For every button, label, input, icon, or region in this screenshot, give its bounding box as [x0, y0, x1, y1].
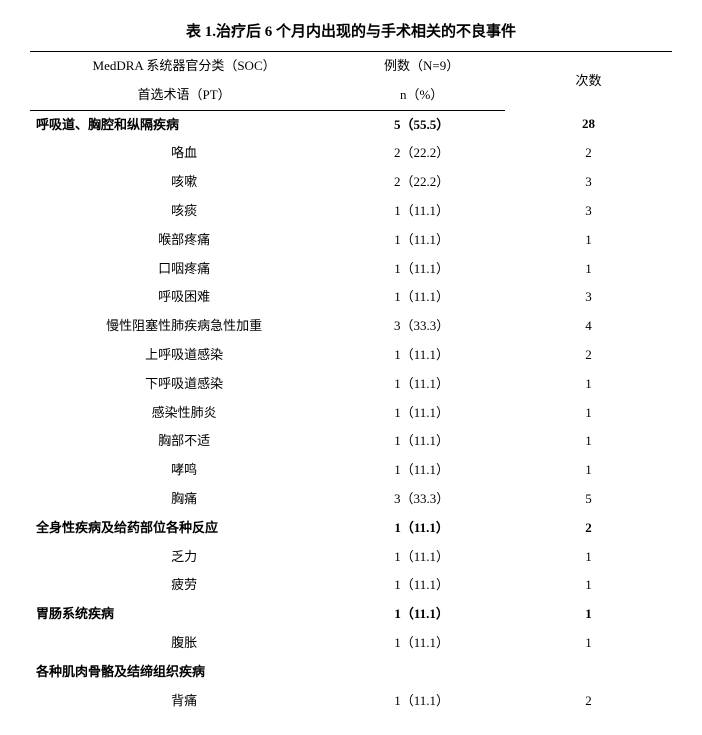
table-row: 乏力1（11.1）1: [30, 543, 672, 572]
soc-label: 呼吸道、胸腔和纵隔疾病: [30, 110, 338, 139]
n-value: 1（11.1）: [338, 456, 505, 485]
table-row: 胸痛3（33.3）5: [30, 485, 672, 514]
adverse-events-table: MedDRA 系统器官分类（SOC） 例数（N=9） 次数 首选术语（PT） n…: [30, 51, 672, 715]
table-row: 疲劳1（11.1）1: [30, 571, 672, 600]
pt-label: 乏力: [30, 543, 338, 572]
count-value: 3: [505, 283, 672, 312]
pt-label: 腹胀: [30, 629, 338, 658]
count-value: 4: [505, 312, 672, 341]
n-value: 3（33.3）: [338, 312, 505, 341]
table-row: 呼吸困难1（11.1）3: [30, 283, 672, 312]
header-count: 次数: [505, 52, 672, 111]
table-row: 下呼吸道感染1（11.1）1: [30, 370, 672, 399]
table-row: 腹胀1（11.1）1: [30, 629, 672, 658]
table-row: 咳痰1（11.1）3: [30, 197, 672, 226]
soc-label: 各种肌肉骨骼及结缔组织疾病: [30, 658, 338, 687]
count-value: 2: [505, 139, 672, 168]
table-row: 哮鸣1（11.1）1: [30, 456, 672, 485]
n-value: 1（11.1）: [338, 283, 505, 312]
n-value: 1（11.1）: [338, 399, 505, 428]
header-n-line1: 例数（N=9）: [338, 52, 505, 81]
count-value: [505, 658, 672, 687]
n-value: 1（11.1）: [338, 197, 505, 226]
pt-label: 口咽疼痛: [30, 255, 338, 284]
count-value: 1: [505, 370, 672, 399]
n-value: 1（11.1）: [338, 543, 505, 572]
n-value: 5（55.5）: [338, 110, 505, 139]
count-value: 5: [505, 485, 672, 514]
table-row: 各种肌肉骨骼及结缔组织疾病: [30, 658, 672, 687]
n-value: 1（11.1）: [338, 600, 505, 629]
count-value: 1: [505, 543, 672, 572]
n-value: 1（11.1）: [338, 571, 505, 600]
table-row: 感染性肺炎1（11.1）1: [30, 399, 672, 428]
header-n-line2: n（%）: [338, 81, 505, 110]
count-value: 3: [505, 168, 672, 197]
table-row: 全身性疾病及给药部位各种反应1（11.1）2: [30, 514, 672, 543]
n-value: 2（22.2）: [338, 139, 505, 168]
pt-label: 喉部疼痛: [30, 226, 338, 255]
table-row: 背痛1（11.1）2: [30, 687, 672, 716]
pt-label: 疲劳: [30, 571, 338, 600]
table-row: 上呼吸道感染1（11.1）2: [30, 341, 672, 370]
count-value: 1: [505, 456, 672, 485]
n-value: 1（11.1）: [338, 687, 505, 716]
table-title: 表 1.治疗后 6 个月内出现的与手术相关的不良事件: [30, 20, 672, 41]
n-value: 1（11.1）: [338, 427, 505, 456]
count-value: 28: [505, 110, 672, 139]
count-value: 1: [505, 427, 672, 456]
pt-label: 感染性肺炎: [30, 399, 338, 428]
count-value: 1: [505, 226, 672, 255]
count-value: 2: [505, 341, 672, 370]
count-value: 1: [505, 255, 672, 284]
table-row: 咯血2（22.2）2: [30, 139, 672, 168]
pt-label: 背痛: [30, 687, 338, 716]
pt-label: 咳痰: [30, 197, 338, 226]
pt-label: 胸部不适: [30, 427, 338, 456]
soc-label: 胃肠系统疾病: [30, 600, 338, 629]
table-row: 慢性阻塞性肺疾病急性加重3（33.3）4: [30, 312, 672, 341]
table-row: 呼吸道、胸腔和纵隔疾病5（55.5）28: [30, 110, 672, 139]
header-soc-line2: 首选术语（PT）: [30, 81, 338, 110]
count-value: 1: [505, 600, 672, 629]
pt-label: 下呼吸道感染: [30, 370, 338, 399]
n-value: 1（11.1）: [338, 514, 505, 543]
table-row: 胸部不适1（11.1）1: [30, 427, 672, 456]
soc-label: 全身性疾病及给药部位各种反应: [30, 514, 338, 543]
count-value: 1: [505, 571, 672, 600]
pt-label: 咯血: [30, 139, 338, 168]
table-row: 胃肠系统疾病1（11.1）1: [30, 600, 672, 629]
count-value: 1: [505, 399, 672, 428]
pt-label: 慢性阻塞性肺疾病急性加重: [30, 312, 338, 341]
pt-label: 呼吸困难: [30, 283, 338, 312]
n-value: 3（33.3）: [338, 485, 505, 514]
count-value: 3: [505, 197, 672, 226]
pt-label: 咳嗽: [30, 168, 338, 197]
pt-label: 上呼吸道感染: [30, 341, 338, 370]
table-row: 咳嗽2（22.2）3: [30, 168, 672, 197]
header-soc-line1: MedDRA 系统器官分类（SOC）: [30, 52, 338, 81]
table-row: 口咽疼痛1（11.1）1: [30, 255, 672, 284]
table-row: 喉部疼痛1（11.1）1: [30, 226, 672, 255]
count-value: 1: [505, 629, 672, 658]
pt-label: 哮鸣: [30, 456, 338, 485]
n-value: 1（11.1）: [338, 370, 505, 399]
n-value: 1（11.1）: [338, 341, 505, 370]
n-value: 1（11.1）: [338, 226, 505, 255]
n-value: [338, 658, 505, 687]
pt-label: 胸痛: [30, 485, 338, 514]
n-value: 1（11.1）: [338, 255, 505, 284]
n-value: 2（22.2）: [338, 168, 505, 197]
count-value: 2: [505, 687, 672, 716]
n-value: 1（11.1）: [338, 629, 505, 658]
count-value: 2: [505, 514, 672, 543]
